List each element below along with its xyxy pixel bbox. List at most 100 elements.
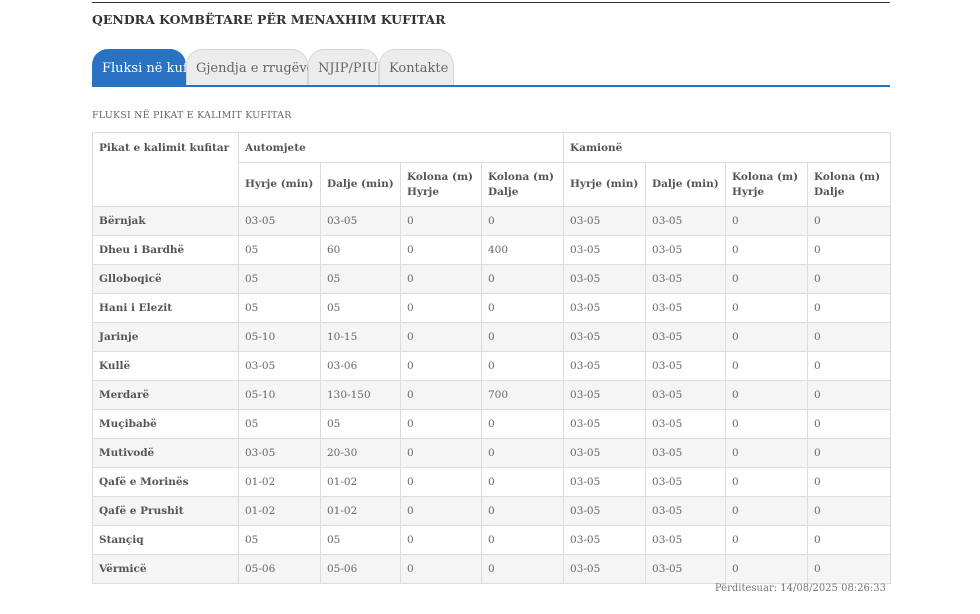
table-cell: 700 xyxy=(480,380,565,410)
table-cell: 0 xyxy=(480,322,565,352)
table-cell: 0 xyxy=(480,554,565,584)
border-crossing-name: Qafë e Prushit xyxy=(92,496,239,526)
table-cell: 0 xyxy=(807,293,892,323)
table-cell: 0 xyxy=(725,264,809,294)
table-cell: 03-05 xyxy=(563,235,647,265)
tab-njip-piu[interactable]: NJIP/PIU xyxy=(308,49,379,85)
column-header: Hyrje (min) xyxy=(238,162,321,207)
table-cell: 0 xyxy=(807,467,892,497)
table-cell: 0 xyxy=(725,409,809,439)
table-cell: 0 xyxy=(480,525,565,555)
table-cell: 0 xyxy=(400,467,482,497)
table-row: Merdarë 05-10 130-150 0 700 03-05 03-05 0 0 xyxy=(92,380,892,410)
border-crossing-name: Glloboqicë xyxy=(92,264,239,294)
border-crossing-name: Bërnjak xyxy=(92,206,239,236)
table-cell: 05-10 xyxy=(238,322,321,352)
table-row: Muçibabë 05 05 0 0 03-05 03-05 0 0 xyxy=(92,409,892,439)
table-cell: 03-05 xyxy=(645,409,727,439)
table-cell: 05 xyxy=(320,525,401,555)
table-cell: 0 xyxy=(480,351,565,381)
cars-group-header: Automjete xyxy=(237,132,565,163)
table-cell: 05 xyxy=(238,409,321,439)
table-cell: 0 xyxy=(480,467,565,497)
top-divider xyxy=(92,2,890,3)
border-crossing-name: Jarinje xyxy=(92,322,239,352)
table-cell: 03-05 xyxy=(645,496,727,526)
table-cell: 05 xyxy=(238,235,321,265)
table-cell: 03-05 xyxy=(645,380,727,410)
tab-bar: Fluksi në kufi Gjendja e rrugëve NJIP/PI… xyxy=(92,48,890,87)
border-crossing-name: Qafë e Morinës xyxy=(92,467,239,497)
table-cell: 03-05 xyxy=(563,322,647,352)
table-cell: 0 xyxy=(400,496,482,526)
table-cell: 03-06 xyxy=(320,351,401,381)
table-cell: 03-05 xyxy=(320,206,401,236)
table-cell: 0 xyxy=(807,351,892,381)
column-header: Kolona (m) Dalje xyxy=(807,162,892,207)
table-cell: 0 xyxy=(807,496,892,526)
table-cell: 0 xyxy=(725,351,809,381)
table-cell: 01-02 xyxy=(238,467,321,497)
place-column-header: Pikat e kalimit kufitar xyxy=(92,132,239,207)
table-row: Qafë e Prushit 01-02 01-02 0 0 03-05 03-05 0 0 xyxy=(92,496,892,526)
border-flux-table: Pikat e kalimit kufitar Automjete Kamion… xyxy=(92,132,892,584)
table-cell: 0 xyxy=(400,525,482,555)
tab-gjendja-e-rrugeve[interactable]: Gjendja e rrugëve xyxy=(186,49,314,85)
table-row: Stançiq 05 05 0 0 03-05 03-05 0 0 xyxy=(92,525,892,555)
table-cell: 0 xyxy=(807,206,892,236)
tab-fluksi-ne-kufi[interactable]: Fluksi në kufi xyxy=(92,49,192,85)
table-cell: 03-05 xyxy=(645,525,727,555)
border-crossing-name: Stançiq xyxy=(92,525,239,555)
page-title: QENDRA KOMBËTARE PËR MENAXHIM KUFITAR xyxy=(92,12,446,27)
table-cell: 0 xyxy=(725,496,809,526)
table-cell: 0 xyxy=(480,206,565,236)
column-header: Kolona (m) Hyrje xyxy=(400,162,482,207)
table-cell: 03-05 xyxy=(563,554,647,584)
table-cell: 01-02 xyxy=(320,467,401,497)
table-cell: 05-10 xyxy=(238,380,321,410)
border-crossing-name: Merdarë xyxy=(92,380,239,410)
table-cell: 0 xyxy=(725,438,809,468)
table-cell: 400 xyxy=(480,235,565,265)
border-crossing-name: Dheu i Bardhë xyxy=(92,235,239,265)
table-cell: 0 xyxy=(807,264,892,294)
table-cell: 05 xyxy=(320,264,401,294)
table-cell: 0 xyxy=(807,235,892,265)
table-row: Glloboqicë 05 05 0 0 03-05 03-05 0 0 xyxy=(92,264,892,294)
table-cell: 03-05 xyxy=(563,438,647,468)
border-crossing-name: Mutivodë xyxy=(92,438,239,468)
table-cell: 03-05 xyxy=(238,438,321,468)
table-cell: 03-05 xyxy=(645,293,727,323)
table-cell: 03-05 xyxy=(645,467,727,497)
table-row: Qafë e Morinës 01-02 01-02 0 0 03-05 03-05 0 0 xyxy=(92,467,892,497)
table-cell: 20-30 xyxy=(320,438,401,468)
border-crossing-name: Vërmicë xyxy=(92,554,239,584)
last-updated-timestamp: Përditesuar: 14/08/2025 08:26:33 xyxy=(714,583,886,594)
table-row: Jarinje 05-10 10-15 0 0 03-05 03-05 0 0 xyxy=(92,322,892,352)
table-cell: 03-05 xyxy=(645,438,727,468)
tab-kontakte[interactable]: Kontakte xyxy=(379,49,454,85)
table-cell: 0 xyxy=(400,322,482,352)
table-row: Vërmicë 05-06 05-06 0 0 03-05 03-05 0 0 xyxy=(92,554,892,584)
trucks-group-header: Kamionë xyxy=(563,132,892,163)
table-cell: 0 xyxy=(725,525,809,555)
column-header: Kolona (m) Dalje xyxy=(480,162,565,207)
border-crossing-name: Muçibabë xyxy=(92,409,239,439)
table-row: Bërnjak 03-05 03-05 0 0 03-05 03-05 0 0 xyxy=(92,206,892,236)
table-cell: 03-05 xyxy=(238,206,321,236)
column-header: Hyrje (min) xyxy=(563,162,647,207)
table-cell: 0 xyxy=(807,525,892,555)
table-cell: 03-05 xyxy=(645,235,727,265)
border-crossing-name: Kullë xyxy=(92,351,239,381)
table-cell: 0 xyxy=(480,496,565,526)
table-cell: 0 xyxy=(725,380,809,410)
table-cell: 03-05 xyxy=(645,554,727,584)
table-cell: 0 xyxy=(400,380,482,410)
table-cell: 60 xyxy=(320,235,401,265)
table-cell: 03-05 xyxy=(563,380,647,410)
table-cell: 0 xyxy=(400,438,482,468)
table-row: Hani i Elezit 05 05 0 0 03-05 03-05 0 0 xyxy=(92,293,892,323)
table-cell: 0 xyxy=(400,351,482,381)
table-cell: 0 xyxy=(400,554,482,584)
table-cell: 0 xyxy=(807,322,892,352)
